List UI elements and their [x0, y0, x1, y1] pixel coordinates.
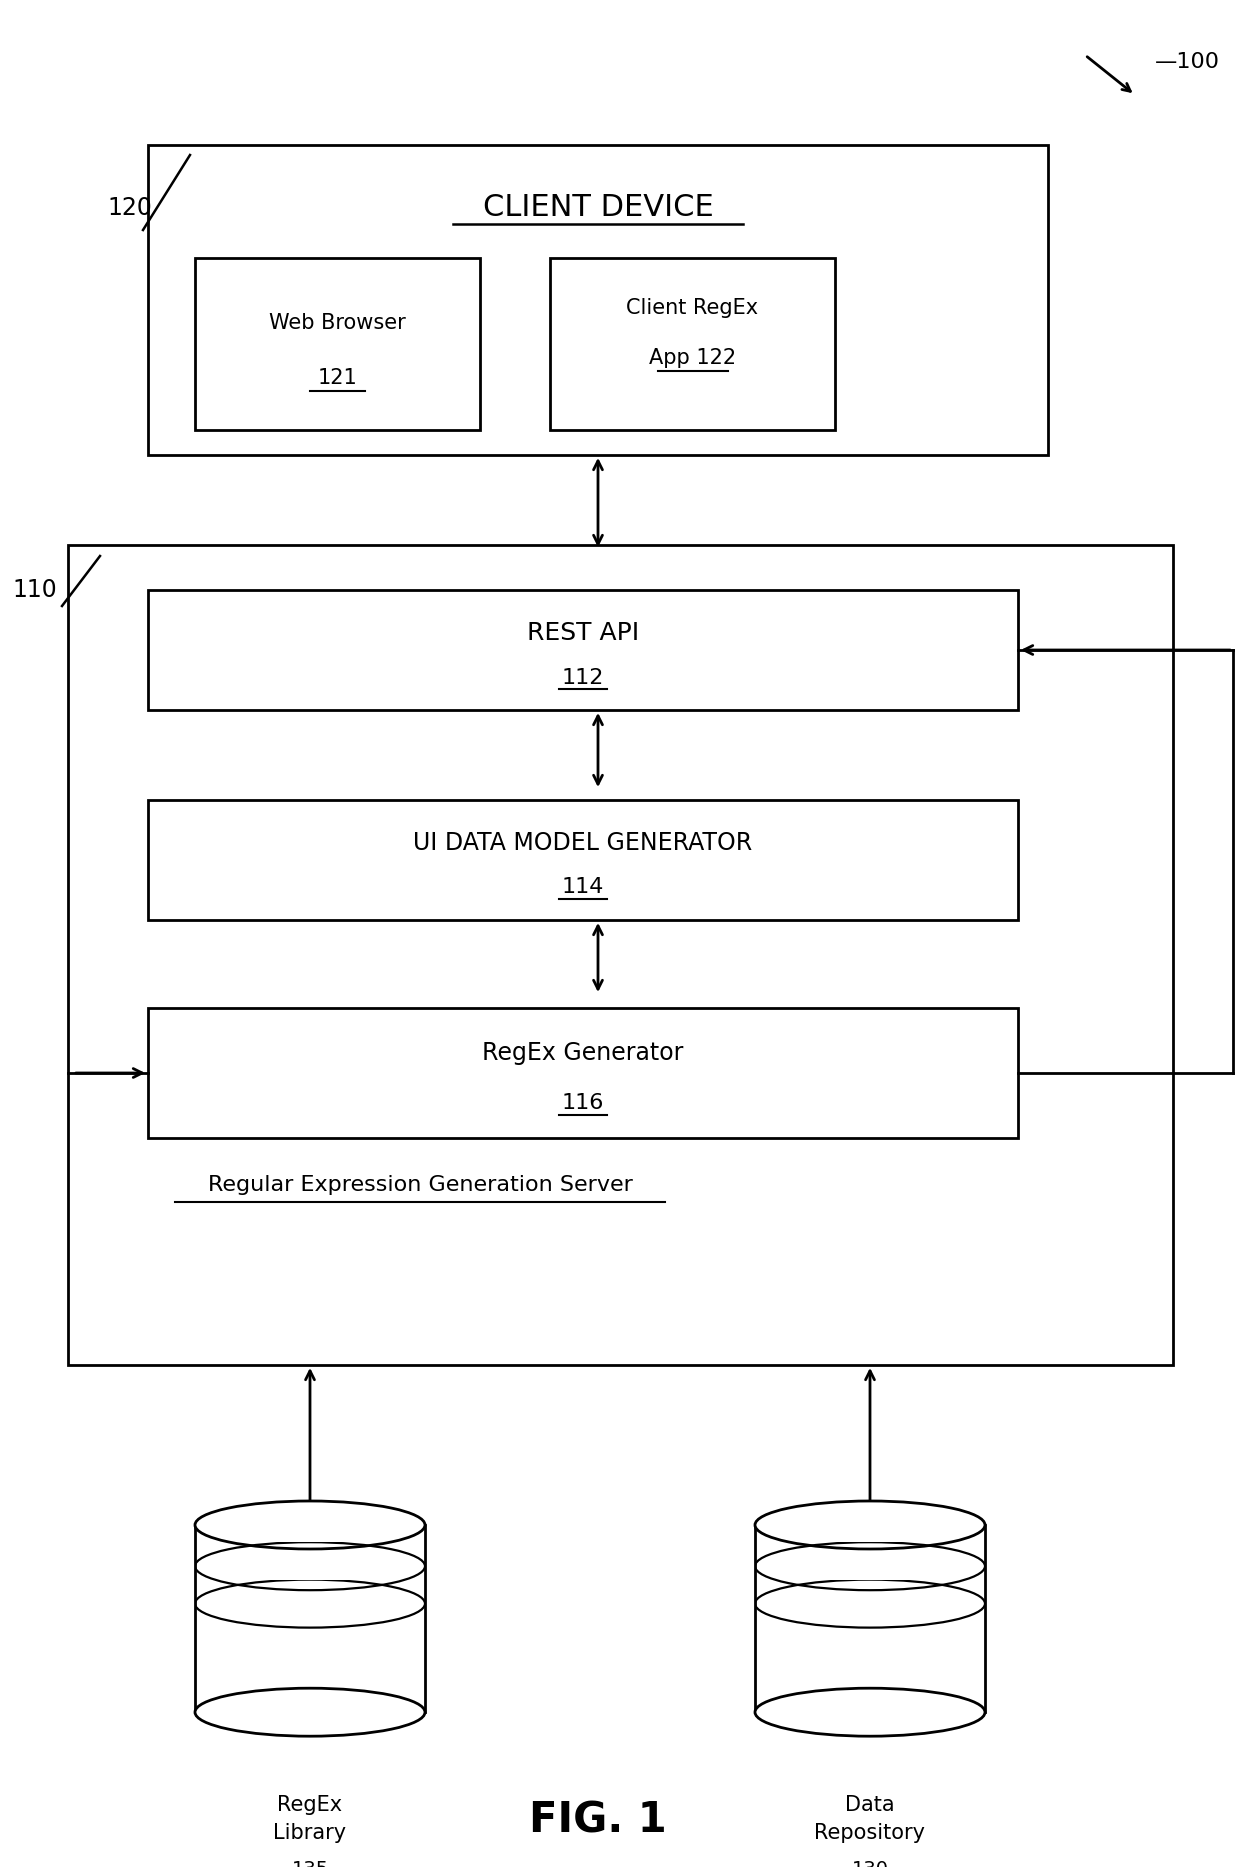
Text: 130: 130: [852, 1860, 889, 1867]
Bar: [148, 590, 1018, 709]
Ellipse shape: [755, 1688, 985, 1736]
Bar: [755, 1525, 985, 1712]
Bar: [68, 545, 1173, 1365]
Text: Data: Data: [846, 1794, 895, 1815]
Ellipse shape: [195, 1688, 425, 1736]
Text: 112: 112: [562, 668, 604, 689]
Text: 114: 114: [562, 877, 604, 896]
Text: 116: 116: [562, 1092, 604, 1113]
Text: Library: Library: [274, 1822, 346, 1843]
Bar: [195, 258, 480, 429]
Ellipse shape: [195, 1501, 425, 1550]
Text: App 122: App 122: [649, 347, 737, 368]
Text: —100: —100: [1154, 52, 1220, 73]
Bar: [195, 1525, 425, 1712]
Text: REST API: REST API: [527, 622, 639, 644]
Bar: [148, 799, 1018, 920]
Ellipse shape: [755, 1501, 985, 1550]
Text: 110: 110: [12, 579, 57, 601]
Text: RegEx Generator: RegEx Generator: [482, 1042, 683, 1064]
Text: 120: 120: [107, 196, 151, 220]
Text: UI DATA MODEL GENERATOR: UI DATA MODEL GENERATOR: [413, 831, 753, 855]
Text: Web Browser: Web Browser: [269, 314, 405, 332]
Text: 121: 121: [317, 368, 357, 388]
Text: Client RegEx: Client RegEx: [626, 299, 759, 317]
Bar: [148, 146, 1048, 456]
Text: RegEx: RegEx: [278, 1794, 342, 1815]
Bar: [551, 258, 835, 429]
Text: Repository: Repository: [815, 1822, 925, 1843]
Bar: [148, 1008, 1018, 1139]
Text: Regular Expression Generation Server: Regular Expression Generation Server: [207, 1174, 632, 1195]
Text: FIG. 1: FIG. 1: [529, 1800, 667, 1841]
Text: CLIENT DEVICE: CLIENT DEVICE: [482, 192, 713, 222]
Text: 135: 135: [291, 1860, 329, 1867]
